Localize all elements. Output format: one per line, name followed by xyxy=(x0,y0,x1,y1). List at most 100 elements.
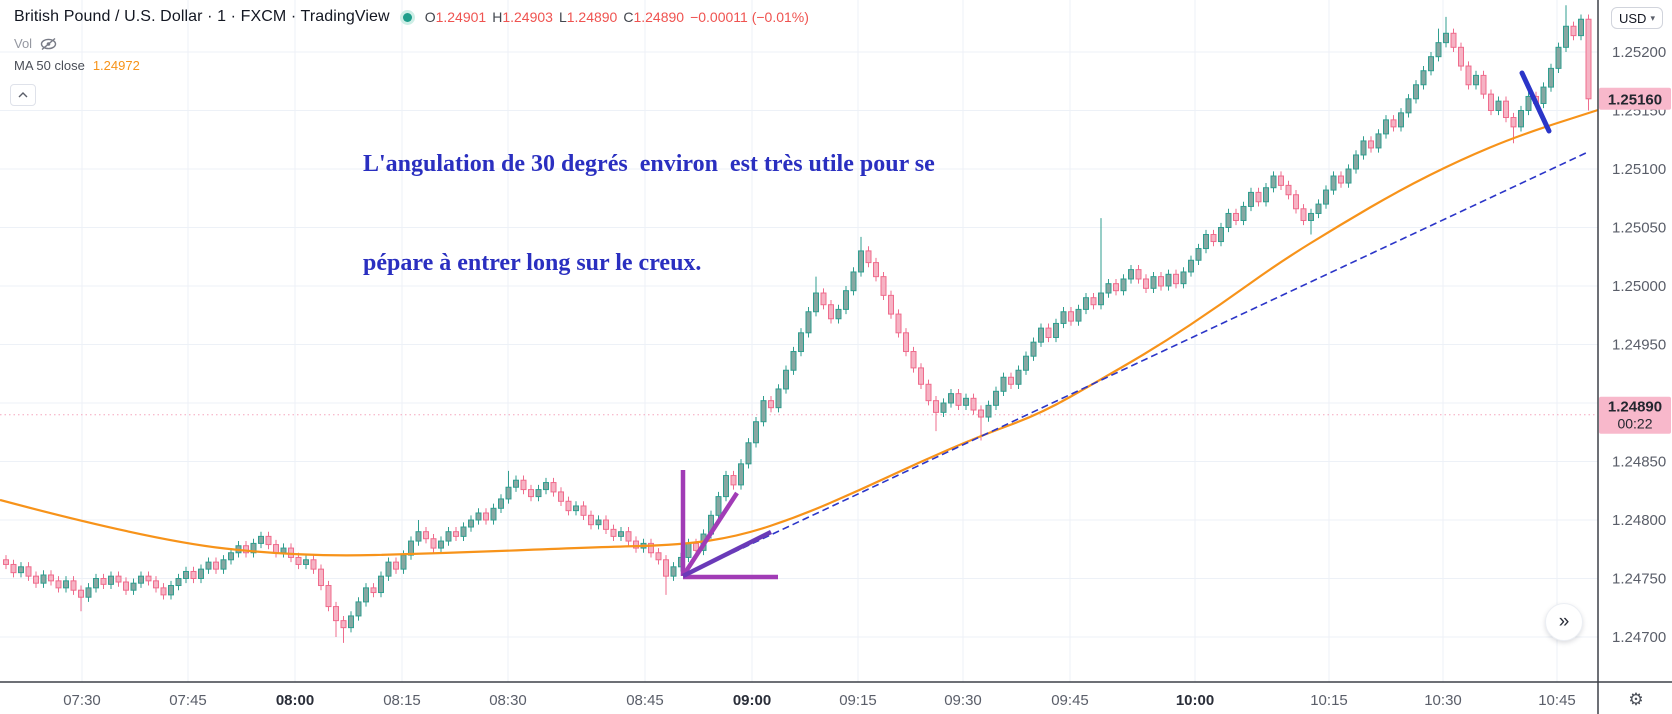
candle-body xyxy=(715,496,722,516)
candle-body xyxy=(265,535,272,546)
candle-body xyxy=(543,482,549,491)
candle-body xyxy=(940,402,947,413)
candle-body xyxy=(1113,283,1119,292)
candle-body xyxy=(1495,100,1502,111)
time-axis-label[interactable]: 10:45 xyxy=(1538,692,1576,709)
candle-body xyxy=(1443,32,1449,44)
candle-body xyxy=(1173,273,1179,285)
candle-body xyxy=(558,491,564,502)
candle-body xyxy=(970,397,977,411)
time-axis-label[interactable]: 09:45 xyxy=(1051,692,1089,709)
time-axis-label[interactable]: 08:15 xyxy=(383,692,421,709)
candle-body xyxy=(648,542,654,554)
candle-body xyxy=(1195,248,1202,261)
candle-body xyxy=(618,531,624,537)
candle-body xyxy=(948,393,954,404)
candle-body xyxy=(243,545,249,554)
ma50-line[interactable] xyxy=(0,108,1599,557)
candle-body xyxy=(880,276,887,296)
candle-body xyxy=(595,519,602,526)
trendline-drawing[interactable] xyxy=(682,151,1589,577)
candle-body xyxy=(1128,269,1134,280)
scroll-to-latest-button[interactable]: » xyxy=(1545,603,1583,641)
candle-body xyxy=(663,559,669,577)
candle-body xyxy=(978,409,984,418)
candle-body xyxy=(1053,322,1059,338)
candle-body xyxy=(1090,297,1097,306)
candle-body xyxy=(1030,341,1037,357)
time-axis-label[interactable]: 07:30 xyxy=(63,692,101,709)
candle-body xyxy=(1225,212,1232,229)
time-axis-label[interactable]: 10:15 xyxy=(1310,692,1348,709)
market-status-icon[interactable] xyxy=(399,9,415,25)
currency-selector[interactable]: USD ▾ xyxy=(1611,7,1663,29)
axis-settings-gear-icon[interactable]: ⚙ xyxy=(1628,690,1644,710)
candle-body xyxy=(1383,119,1389,135)
time-axis-label[interactable]: 07:45 xyxy=(169,692,207,709)
candle-body xyxy=(3,559,9,565)
close-label: C xyxy=(623,9,634,25)
candle-body xyxy=(588,514,594,526)
volume-legend-row[interactable]: Vol xyxy=(14,36,58,51)
candle-body xyxy=(1210,234,1217,243)
annotation-note[interactable]: L'angulation de 30 degrés environ est tr… xyxy=(363,82,935,346)
candle-body xyxy=(1060,311,1067,324)
candle-body xyxy=(190,570,197,579)
angle-fan-steep-ray[interactable] xyxy=(681,491,739,578)
candle-body xyxy=(858,250,864,273)
ma-legend-row[interactable]: MA 50 close 1.24972 xyxy=(14,58,140,73)
candle-body xyxy=(408,540,414,556)
candle-body xyxy=(580,505,587,516)
candle-body xyxy=(453,531,459,537)
candle-body xyxy=(1413,84,1419,100)
eye-hidden-icon[interactable] xyxy=(39,37,58,51)
blue-stroke-drawing[interactable] xyxy=(1519,70,1552,134)
candle-body xyxy=(393,561,399,570)
candle-body xyxy=(1353,154,1359,170)
time-axis-label[interactable]: 09:00 xyxy=(733,692,771,709)
symbol-title[interactable]: British Pound / U.S. Dollar · 1 · FXCM ·… xyxy=(14,8,390,25)
high-label: H xyxy=(492,9,503,25)
time-axis-label[interactable]: 09:30 xyxy=(944,692,982,709)
candle-body xyxy=(903,332,909,353)
candle-body xyxy=(865,250,872,264)
candle-body xyxy=(813,292,819,313)
double-chevron-right-icon: » xyxy=(1558,611,1570,632)
candle-body xyxy=(228,552,234,561)
candle-body xyxy=(888,294,894,315)
candle-body xyxy=(1105,283,1112,294)
time-axis-label[interactable]: 08:30 xyxy=(489,692,527,709)
time-axis-label[interactable]: 10:00 xyxy=(1176,692,1214,709)
candle-body xyxy=(738,463,744,486)
candle-body xyxy=(775,388,782,409)
candle-body xyxy=(78,589,84,598)
candle-body xyxy=(985,404,992,418)
candle-body xyxy=(145,575,152,582)
time-axis-label[interactable]: 08:00 xyxy=(276,692,314,709)
countdown-price-badge xyxy=(1599,396,1671,434)
time-axis-label[interactable]: 08:45 xyxy=(626,692,664,709)
angle-fan-shallow-ray[interactable] xyxy=(681,529,773,579)
time-axis-label[interactable]: 10:30 xyxy=(1424,692,1462,709)
ohlc-values: O1.24901 H1.24903 L1.24890 C1.24890 −0.0… xyxy=(425,9,809,25)
candle-body xyxy=(123,581,129,591)
candle-body xyxy=(1218,227,1224,243)
candle-body xyxy=(633,540,639,549)
candle-body xyxy=(850,271,857,292)
collapse-legend-button[interactable] xyxy=(10,84,36,106)
candle-body xyxy=(55,580,62,589)
candle-body xyxy=(1248,191,1254,207)
open-value: 1.24901 xyxy=(435,9,487,25)
candle-body xyxy=(955,393,962,406)
price-axis-label: 1.24750 xyxy=(1612,571,1666,588)
candle-body xyxy=(160,587,167,596)
countdown-badge-price: 1.24890 xyxy=(1608,399,1662,416)
candle-body xyxy=(565,500,572,512)
candle-body xyxy=(610,528,617,537)
candle-body xyxy=(1510,117,1517,128)
candle-body xyxy=(1540,86,1547,104)
time-axis-label[interactable]: 09:15 xyxy=(839,692,877,709)
candle-body xyxy=(460,526,467,537)
candle-body xyxy=(48,574,54,582)
